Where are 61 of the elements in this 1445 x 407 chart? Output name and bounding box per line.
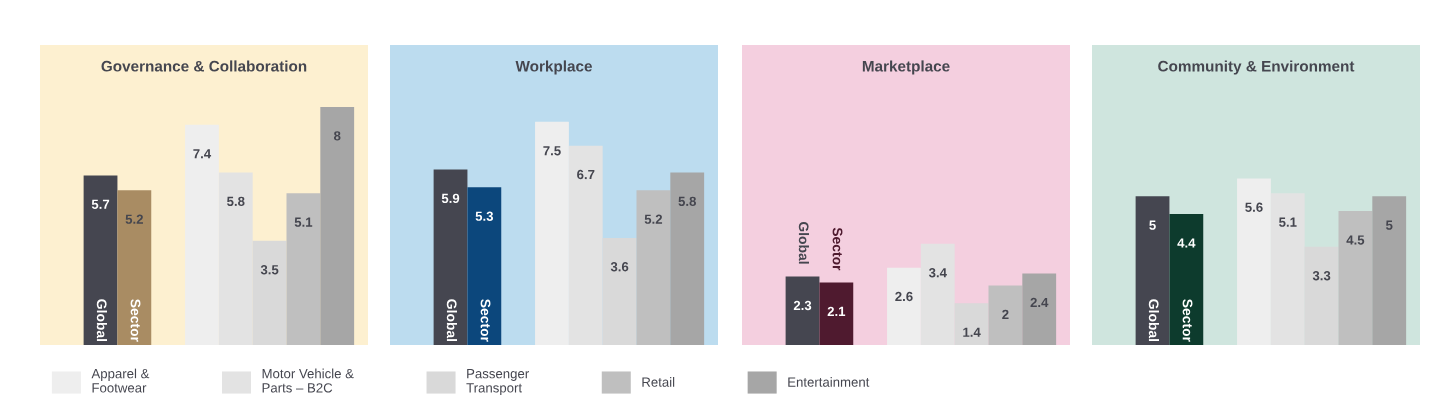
bar <box>1135 196 1170 345</box>
legend-label: Motor Vehicle & Parts – B2C <box>262 368 354 393</box>
series-label: Global <box>446 299 457 342</box>
data-label: 5.1 <box>1279 217 1297 227</box>
bar <box>83 175 118 345</box>
text: Global <box>798 221 809 264</box>
bar <box>670 172 705 345</box>
data-label: 6.7 <box>577 169 595 180</box>
series-label: Global <box>96 299 107 342</box>
data-label: 4.4 <box>1177 238 1196 248</box>
legend-label: Passenger Transport <box>466 369 529 396</box>
data-label: 5.9 <box>441 193 460 204</box>
data-label: 3.4 <box>928 268 947 278</box>
data-label: 5.7 <box>91 199 110 209</box>
bar <box>988 285 1023 345</box>
bar <box>1338 211 1373 345</box>
data-label: 3.5 <box>260 265 279 275</box>
legend-label: Retail <box>642 377 675 387</box>
data-label: 3.3 <box>1312 271 1331 281</box>
data-label: 5.2 <box>644 214 663 224</box>
series-label: Sector <box>130 299 141 342</box>
data-label: 2.3 <box>793 300 812 311</box>
data-label: 7.4 <box>193 149 212 159</box>
bar <box>117 190 152 345</box>
data-label: 5.2 <box>125 214 143 224</box>
data-label: 5 <box>1149 220 1156 230</box>
bar <box>320 107 355 345</box>
legend-label: Entertainment <box>788 377 870 387</box>
data-label: 5.6 <box>1245 202 1263 212</box>
chart-title: Governance & Collaboration <box>101 60 307 72</box>
data-label: 3.6 <box>610 262 629 272</box>
text: Sector <box>832 227 843 271</box>
bar <box>819 282 854 345</box>
series-label: Sector <box>480 299 491 342</box>
chart-title: Community & Environment <box>1158 60 1355 75</box>
data-label: 5.8 <box>227 196 245 206</box>
bar <box>433 169 468 345</box>
data-label: 4.5 <box>1346 235 1365 245</box>
data-label: 5 <box>1385 220 1393 230</box>
series-label: Global <box>1148 299 1159 342</box>
data-label: 8 <box>333 131 341 141</box>
chart-title: Marketplace <box>862 60 950 75</box>
bar <box>1169 214 1204 345</box>
bar <box>1022 273 1057 345</box>
data-label: 2.1 <box>827 306 846 316</box>
data-label: 5.8 <box>678 196 696 206</box>
bar <box>1372 196 1407 345</box>
data-label: 2.6 <box>895 291 913 302</box>
data-label: 1.4 <box>963 327 981 337</box>
bar <box>286 193 321 345</box>
chart-title: Workplace <box>515 60 592 75</box>
legend-label: Apparel & Footwear <box>91 368 150 393</box>
data-label: 2 <box>1002 309 1009 319</box>
series-label: Sector <box>1182 299 1193 342</box>
data-label: 7.5 <box>543 146 561 156</box>
bar <box>636 190 671 345</box>
data-label: 2.4 <box>1030 297 1049 308</box>
data-label: 5.3 <box>475 211 494 221</box>
data-label: 5.1 <box>294 217 313 227</box>
bar <box>467 187 502 345</box>
bar <box>785 276 820 345</box>
